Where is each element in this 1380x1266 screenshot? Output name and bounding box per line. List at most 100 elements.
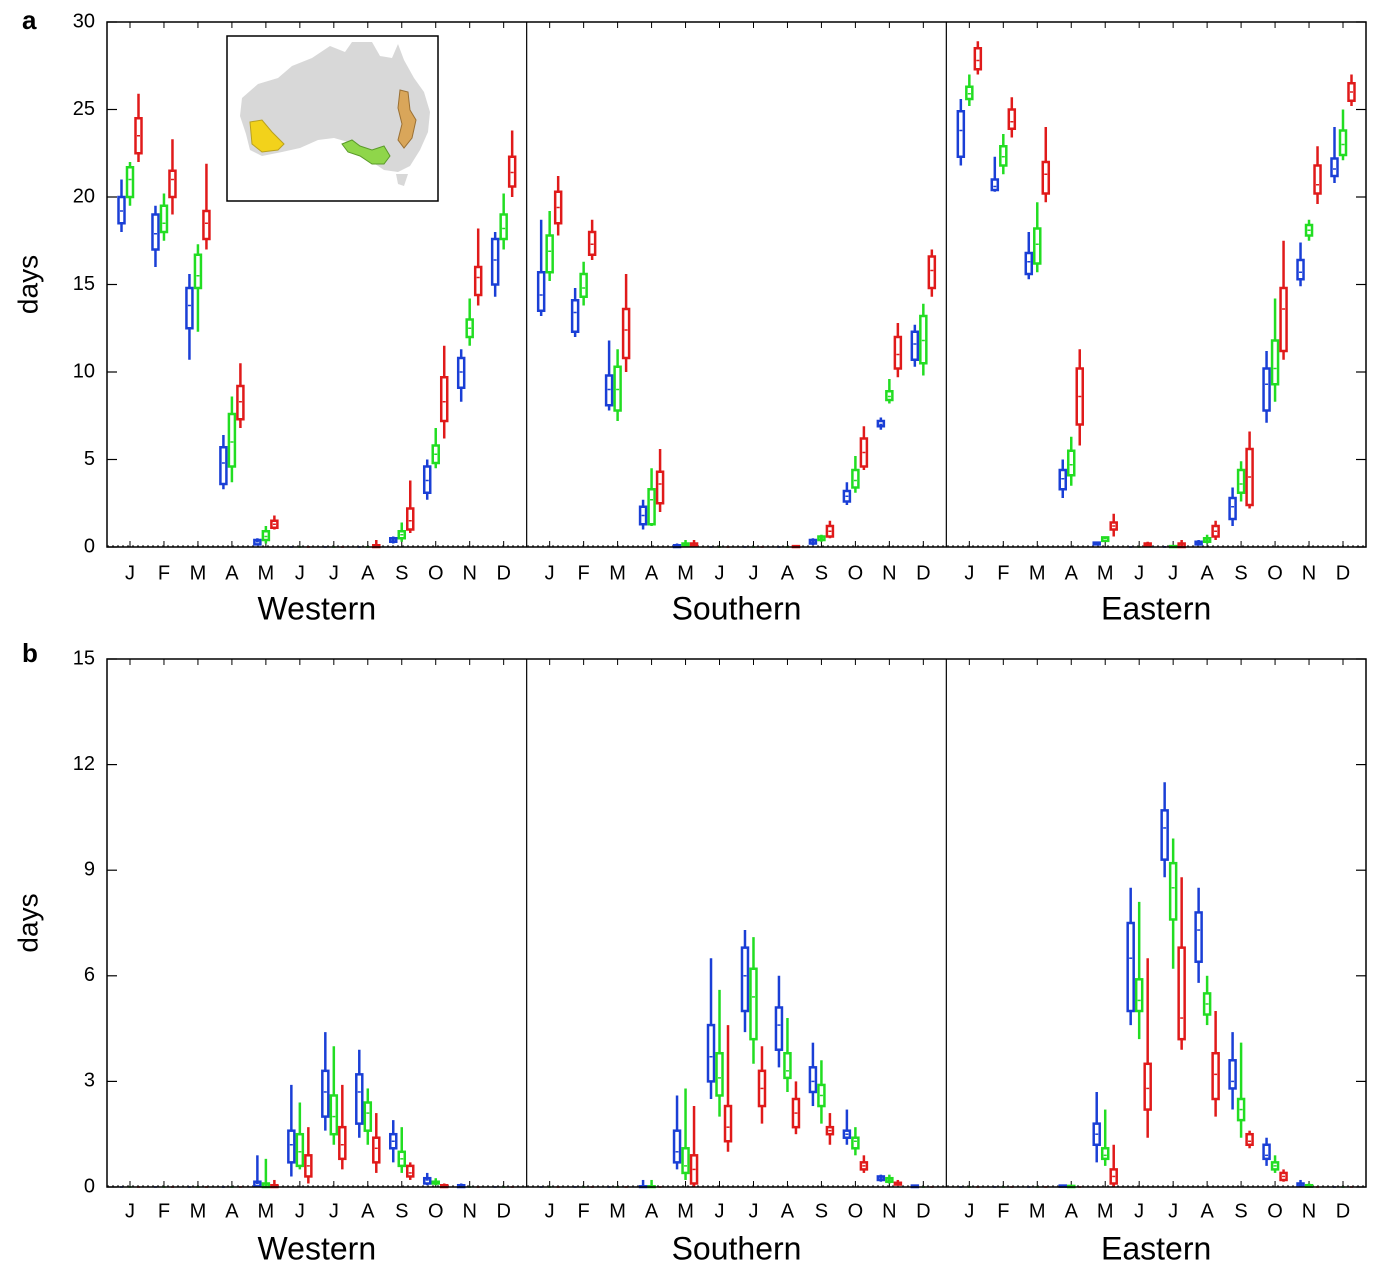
box (1330, 157, 1339, 178)
x-tick-label: J (1134, 1200, 1144, 1222)
box-plot (973, 41, 983, 75)
box-plot (990, 156, 1000, 192)
box (919, 314, 928, 365)
box (1041, 160, 1051, 195)
x-tick-label: A (1065, 562, 1079, 584)
box-plot (1100, 536, 1110, 543)
x-tick-label: J (295, 1200, 305, 1222)
box-plot (117, 179, 126, 232)
box-plot (965, 74, 974, 106)
box-plot (355, 1049, 364, 1138)
box (490, 237, 500, 286)
x-tick-label: F (158, 1200, 170, 1222)
box (338, 1125, 347, 1161)
box (1143, 1062, 1152, 1111)
x-tick-label: A (225, 562, 239, 584)
x-tick-label: J (329, 562, 339, 584)
box-plot (1211, 1011, 1220, 1117)
box-plot (1109, 513, 1118, 537)
box-plot (125, 162, 135, 206)
box-plot (1202, 975, 1212, 1026)
box (1236, 468, 1246, 494)
box-plot (499, 193, 508, 250)
box-plot (431, 428, 440, 469)
box (1134, 978, 1144, 1013)
box-plot (372, 540, 381, 549)
box-plot (1236, 461, 1246, 502)
box-plot (613, 349, 622, 421)
panel-title: Southern (672, 590, 802, 626)
box-plot (338, 1084, 347, 1170)
x-tick-label: N (462, 562, 476, 584)
box-plot (185, 274, 194, 360)
box-plot (893, 323, 903, 378)
box (202, 209, 211, 241)
box (851, 1136, 860, 1150)
x-tick-label: M (258, 1200, 275, 1222)
x-tick-label: S (395, 562, 408, 584)
box (973, 47, 983, 71)
box (681, 1147, 690, 1175)
box-plot (1270, 298, 1280, 402)
x-tick-label: M (1097, 1200, 1114, 1222)
box-plot (783, 1018, 792, 1092)
y-tick-label: 20 (73, 185, 95, 207)
x-tick-label: O (428, 562, 444, 584)
box-plot (422, 1172, 432, 1186)
x-tick-label: D (916, 562, 930, 584)
box (536, 271, 546, 312)
box-plot (808, 1042, 818, 1107)
x-tick-label: J (1168, 562, 1178, 584)
box (473, 265, 483, 297)
box (723, 1104, 733, 1143)
x-tick-label: J (125, 562, 135, 584)
x-tick-label: F (997, 562, 1009, 584)
box-plot (1202, 534, 1212, 544)
box (1296, 258, 1305, 281)
x-tick-label: S (395, 1200, 408, 1222)
box-plot (1270, 1155, 1280, 1173)
plot-frame (106, 658, 1367, 1188)
western-region (249, 119, 285, 153)
box-plot (363, 1088, 373, 1145)
box-plot (587, 219, 597, 260)
box (1228, 1059, 1237, 1090)
box (1262, 367, 1271, 412)
box-plot (1024, 232, 1034, 280)
box (363, 1101, 373, 1132)
southern-region (341, 139, 391, 165)
box-plot (507, 130, 517, 197)
box-plot (893, 1179, 903, 1186)
box-plot (227, 396, 237, 483)
x-tick-label: F (997, 1200, 1009, 1222)
australia-shape (240, 42, 430, 172)
box (808, 1066, 818, 1094)
x-tick-label: A (1200, 562, 1214, 584)
box (851, 468, 860, 489)
box (1228, 496, 1237, 521)
box-plot (1296, 242, 1305, 287)
box (1100, 1147, 1110, 1161)
box-plot (749, 937, 758, 1064)
x-tick-label: A (781, 562, 795, 584)
box (355, 1073, 364, 1125)
y-tick-label: 6 (84, 964, 95, 986)
box (159, 204, 169, 234)
box-plot (859, 426, 869, 470)
box-plot (1075, 349, 1084, 446)
box (783, 1051, 792, 1080)
box-plot (689, 1106, 699, 1187)
x-tick-label: J (715, 1200, 725, 1222)
box-plot (1092, 541, 1101, 546)
box-plot (406, 1162, 415, 1180)
box-plot (219, 435, 228, 490)
panel-title: Eastern (1101, 590, 1211, 626)
box-plot (817, 1060, 826, 1124)
box-plot (270, 1179, 279, 1189)
box (1177, 946, 1186, 1041)
box (706, 1023, 716, 1083)
box-plot (1160, 782, 1169, 878)
x-tick-label: A (361, 1200, 375, 1222)
box-plot (689, 540, 699, 548)
box-plot (456, 349, 466, 402)
